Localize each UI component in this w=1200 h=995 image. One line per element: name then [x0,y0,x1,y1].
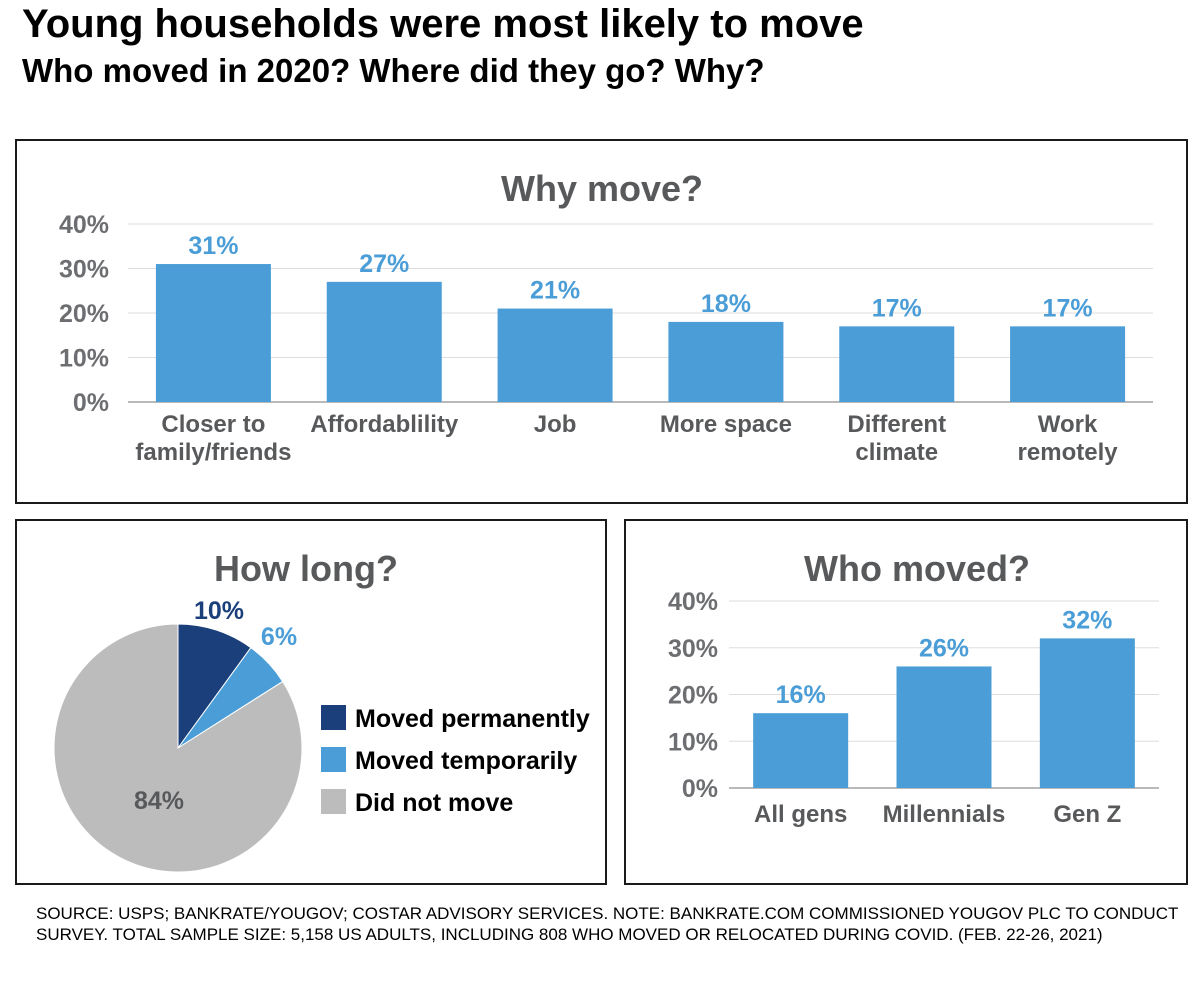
who-moved-y-tick-label: 10% [668,728,718,756]
who-moved-bar [1039,638,1135,788]
why-move-data-label: 18% [701,290,751,318]
why-move-data-label: 21% [530,277,580,305]
source-footnote: SOURCE: USPS; BANKRATE/YOUGOV; COSTAR AD… [36,903,1186,945]
legend-swatch [321,705,346,730]
how-long-panel: How long? 10% 6% 84% Moved permanently Moved … [15,519,607,885]
who-moved-y-tick-label: 30% [668,635,718,663]
why-move-y-tick-label: 0% [73,389,109,417]
who-moved-category-label: All gens [754,801,847,828]
why-move-y-tick-label: 30% [59,256,109,284]
why-move-data-label: 17% [1043,294,1093,322]
who-moved-bar [753,713,849,788]
why-move-category-label: Affordablility [310,411,459,438]
why-move-chart-title: Why move? [501,168,703,209]
pie-slice [177,623,252,750]
why-move-category-label: climate [855,439,938,466]
page-subtitle: Who moved in 2020? Where did they go? Wh… [22,52,765,89]
why-move-category-label: Closer to [161,411,265,438]
who-moved-y-tick-label: 0% [682,775,718,803]
who-moved-y-tick-label: 20% [668,682,718,710]
who-moved-data-label: 16% [776,681,826,709]
pie-slice [53,623,303,873]
why-move-y-tick-label: 10% [59,345,109,373]
footnote-line-1: SOURCE: USPS; BANKRATE/YOUGOV; COSTAR AD… [36,904,1179,923]
legend-swatch [321,747,346,772]
pie-data-label: 6% [261,623,297,651]
why-move-chart: Why move? 0% 10% 20% 30% 40% 31% Closer tofamil… [59,168,1153,466]
who-moved-category-label: Millennials [883,801,1006,828]
legend-entry: Did not move [355,789,513,817]
who-moved-panel: Who moved? 0% 10% 20% 30% 40% 16% All gens 26% Mi… [624,519,1188,885]
why-move-category-label: remotely [1018,439,1119,466]
why-move-bar [668,321,784,402]
why-move-bar [1010,326,1126,402]
why-move-category-label: Different [847,411,946,438]
how-long-chart-title: How long? [214,548,398,589]
who-moved-data-label: 26% [919,634,969,662]
legend-entry: Moved temporarily [355,747,577,775]
why-move-data-label: 17% [872,294,922,322]
why-move-bar [326,281,442,402]
why-move-bar [839,326,955,402]
legend-entry: Moved permanently [355,705,590,733]
why-move-category-label: Work [1038,411,1098,438]
why-move-category-label: family/friends [135,439,291,466]
why-move-bar [497,308,613,402]
why-move-category-label: Job [534,411,577,438]
who-moved-y-tick-label: 40% [668,588,718,616]
why-move-data-label: 31% [188,232,238,260]
pie-data-label: 10% [194,597,244,625]
why-move-y-tick-label: 40% [59,211,109,239]
how-long-chart: How long? 10% 6% 84% Moved permanently Moved … [53,548,590,873]
legend-swatch [321,789,346,814]
why-move-panel: Why move? 0% 10% 20% 30% 40% 31% Closer to famil… [15,139,1188,504]
why-move-category-label: More space [660,411,792,438]
who-moved-chart: Who moved? 0% 10% 20% 30% 40% 16% All gens 26% Mi… [668,548,1159,828]
why-move-bar [155,264,271,402]
pie-data-label: 84% [134,787,184,815]
who-moved-category-label: Gen Z [1053,801,1121,828]
who-moved-data-label: 32% [1062,606,1112,634]
who-moved-chart-title: Who moved? [804,548,1030,589]
who-moved-bar [896,666,992,788]
why-move-y-tick-label: 20% [59,300,109,328]
why-move-data-label: 27% [359,250,409,278]
page-title: Young households were most likely to mov… [22,2,864,46]
footnote-line-2: SURVEY. TOTAL SAMPLE SIZE: 5,158 US ADUL… [36,925,1103,944]
